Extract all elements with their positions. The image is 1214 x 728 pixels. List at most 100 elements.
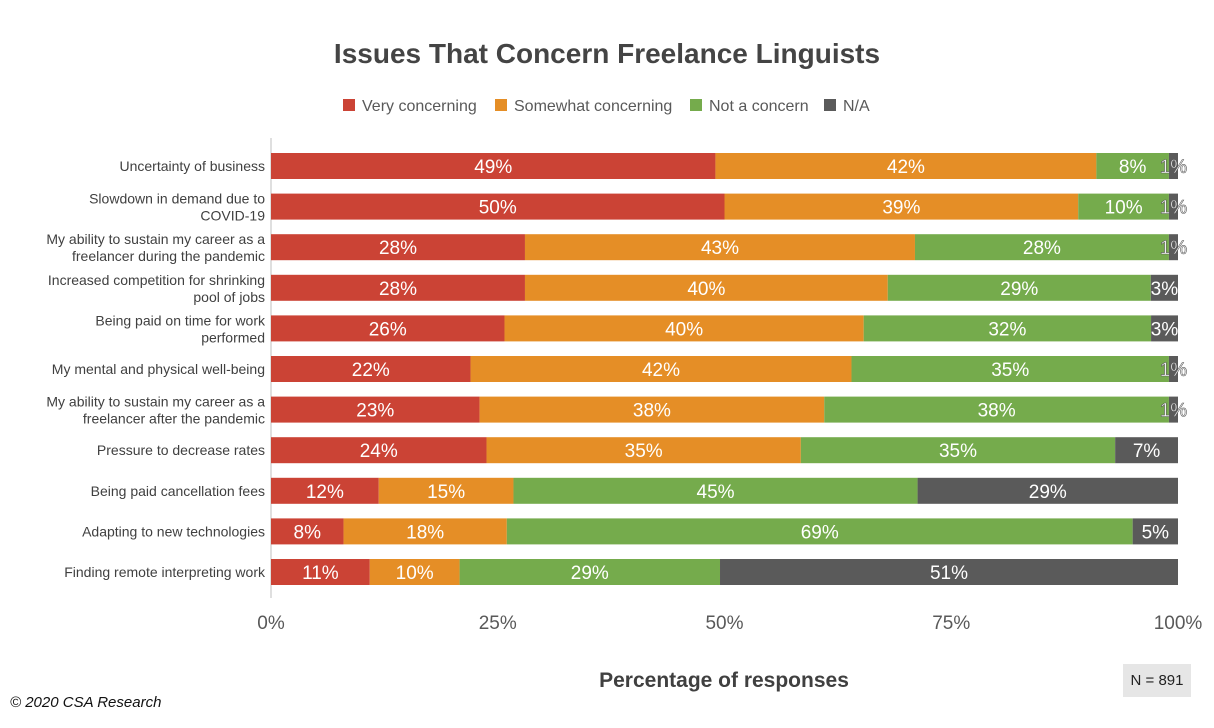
bar-segment [1168,153,1178,179]
data-label: 29% [571,563,609,584]
bar-segment [1078,193,1169,220]
x-tick-label: 100% [1154,613,1203,634]
bar-segment [470,356,852,382]
bar-segment [271,315,505,342]
category-label-line: pool of jobs [193,289,265,305]
x-tick-label: 25% [479,613,517,634]
bar-segment [479,396,825,423]
data-label: 1% [1160,157,1188,178]
bar-segment [271,477,379,504]
data-label: 18% [406,522,444,543]
chart-title: Issues That Concern Freelance Linguists [334,38,880,69]
category-label-line: freelancer after the pandemic [83,411,265,427]
legend-swatch [690,99,702,111]
data-label: 29% [1029,482,1067,503]
x-axis-title: Percentage of responses [599,669,849,692]
bar-segment [1168,234,1178,261]
category-label: My ability to sustain my career as a free… [46,394,265,427]
category-label-line: Being paid on time for work [95,312,266,328]
category-label-line: My ability to sustain my career as a [46,231,265,247]
category-label: Increased competition for shrinking pool … [48,272,265,305]
data-label: 3% [1151,319,1179,340]
bar-segment [504,315,864,342]
data-label: 1% [1160,238,1188,259]
bar-segment [1168,193,1178,220]
data-label: 51% [930,563,968,584]
data-label: 24% [360,441,398,462]
bar-segment [486,437,801,464]
bar-segment [271,559,370,585]
bar-segment [1168,396,1178,423]
data-label: 35% [991,360,1029,381]
data-label: 49% [474,157,512,178]
data-label: 35% [939,441,977,462]
category-label: Finding remote interpreting work [64,564,266,580]
category-label-line: COVID-19 [200,208,265,224]
bar-segment [914,234,1169,261]
category-label: My mental and physical well-being [52,361,265,377]
bar-segment [271,234,525,261]
data-label: 22% [352,360,390,381]
bar-segment [459,559,721,585]
data-label: 38% [978,401,1016,422]
sample-size-badge: N = 891 [1123,664,1191,697]
copyright-notice: © 2020 CSA Research [10,694,162,711]
data-label: 11% [302,563,339,584]
bar-segment [271,396,480,423]
data-label: 3% [1151,279,1179,300]
legend-swatch [343,99,355,111]
data-label: 28% [379,279,417,300]
bar-segment [271,153,716,179]
data-label: 29% [1000,279,1038,300]
bar-segment [863,315,1152,342]
data-label: 26% [369,319,407,340]
legend-swatch [495,99,507,111]
category-label: Adapting to new technologies [82,523,265,539]
data-label: 10% [396,563,434,584]
data-label: 40% [687,279,725,300]
legend-label: Not a concern [709,98,809,115]
bar-segment [271,437,487,464]
x-tick-label: 75% [932,613,970,634]
data-label: 8% [1119,157,1147,178]
data-label: 28% [379,238,417,259]
category-label-line: Increased competition for shrinking [48,272,265,288]
data-label: 1% [1160,360,1188,381]
bar-segment [887,274,1151,301]
data-label: 42% [642,360,680,381]
legend-label: N/A [843,98,870,115]
category-label-line: performed [201,329,265,345]
x-tick-label: 0% [257,613,285,634]
data-label: 42% [887,157,925,178]
data-label: 40% [665,319,703,340]
bar-segment [1132,518,1178,545]
data-label: 1% [1160,401,1188,422]
category-label: Being paid cancellation fees [91,483,265,499]
bar-segment [720,559,1178,585]
bar-segment [1115,437,1178,464]
bar-segment [506,518,1133,545]
category-label: My ability to sustain my career as a free… [46,231,265,264]
bar-segment [271,518,344,545]
bar-segment [851,356,1169,382]
data-label: 43% [701,238,739,259]
bar-segment [369,559,460,585]
data-label: 38% [633,401,671,422]
data-label: 5% [1142,522,1170,543]
category-label-line: Slowdown in demand due to [89,191,265,207]
x-tick-label: 50% [705,613,743,634]
data-label: 23% [356,401,394,422]
data-label: 45% [697,482,735,503]
category-label: Being paid on time for work performed [95,312,266,345]
legend-swatch [824,99,836,111]
bar-segment [824,396,1169,423]
data-label: 15% [427,482,465,503]
data-label: 32% [988,319,1026,340]
bar-segment [1096,153,1169,179]
data-label: 8% [294,522,322,543]
bar-segment [800,437,1116,464]
bar-segment [724,193,1079,220]
bar-segment [271,274,525,301]
bar-segment [1168,356,1178,382]
